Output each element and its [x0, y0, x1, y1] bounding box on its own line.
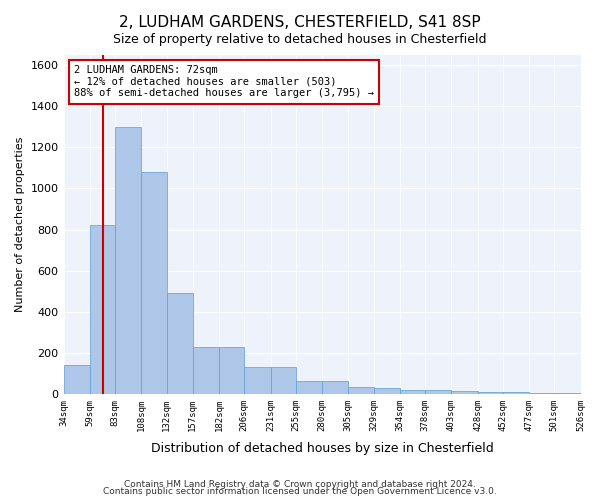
Bar [271, 367, 296, 394]
Bar [374, 388, 400, 394]
X-axis label: Distribution of detached houses by size in Chesterfield: Distribution of detached houses by size … [151, 442, 493, 455]
Y-axis label: Number of detached properties: Number of detached properties [15, 136, 25, 312]
Bar [554, 393, 581, 394]
Bar [244, 367, 271, 394]
Bar [90, 226, 115, 394]
Text: Contains HM Land Registry data © Crown copyright and database right 2024.: Contains HM Land Registry data © Crown c… [124, 480, 476, 489]
Bar [503, 392, 529, 394]
Bar [478, 392, 503, 394]
Bar [322, 382, 348, 394]
Bar [167, 293, 193, 394]
Bar [451, 390, 478, 394]
Bar [64, 365, 90, 394]
Text: 2 LUDHAM GARDENS: 72sqm
← 12% of detached houses are smaller (503)
88% of semi-d: 2 LUDHAM GARDENS: 72sqm ← 12% of detache… [74, 65, 374, 98]
Bar [348, 386, 374, 394]
Text: 2, LUDHAM GARDENS, CHESTERFIELD, S41 8SP: 2, LUDHAM GARDENS, CHESTERFIELD, S41 8SP [119, 15, 481, 30]
Bar [193, 346, 219, 394]
Bar [219, 346, 244, 394]
Bar [400, 390, 425, 394]
Bar [425, 390, 451, 394]
Bar [529, 393, 554, 394]
Bar [115, 127, 141, 394]
Text: Size of property relative to detached houses in Chesterfield: Size of property relative to detached ho… [113, 32, 487, 46]
Bar [141, 172, 167, 394]
Bar [296, 382, 322, 394]
Text: Contains public sector information licensed under the Open Government Licence v3: Contains public sector information licen… [103, 487, 497, 496]
